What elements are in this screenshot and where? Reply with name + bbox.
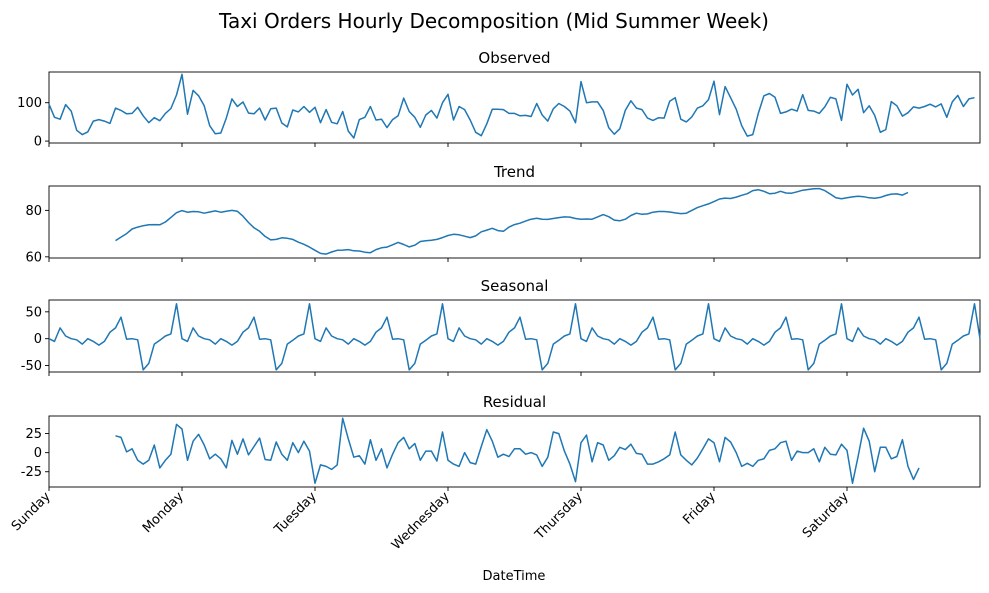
y-tick-label-residual: 0 xyxy=(34,446,42,461)
panel-title-residual: Residual xyxy=(483,393,546,411)
series-line-trend xyxy=(115,187,909,255)
figure-title: Taxi Orders Hourly Decomposition (Mid Su… xyxy=(218,9,769,33)
panel-trend: Trend 60 80 xyxy=(25,163,981,265)
panel-title-trend: Trend xyxy=(493,163,535,181)
panel-frame-observed xyxy=(48,71,981,144)
series-line-observed xyxy=(48,73,975,139)
x-tick-label: Thursday xyxy=(532,489,586,543)
x-tick-label: Wednesday xyxy=(389,489,453,553)
y-tick-label-seasonal: 50 xyxy=(25,305,42,320)
y-tick-label-trend: 80 xyxy=(25,204,42,219)
series-line-seasonal xyxy=(48,303,981,371)
x-axis: Sunday Monday Tuesday Wednesday Thursday Frid… xyxy=(9,489,852,553)
x-tick-label: Saturday xyxy=(800,489,852,541)
panel-frame-trend xyxy=(48,185,981,259)
x-tick-label: Friday xyxy=(680,489,719,528)
series-line-residual xyxy=(115,417,920,484)
x-tick-label: Monday xyxy=(140,489,187,536)
y-tick-label-residual: -25 xyxy=(21,465,42,480)
panels-group: Observed 0 100 Trend 60 80 Seasonal -50 0 50 Resid… xyxy=(17,49,981,491)
y-tick-label-trend: 60 xyxy=(25,250,42,265)
y-tick-label-seasonal: 0 xyxy=(34,332,42,347)
x-tick-label: Tuesday xyxy=(271,489,320,538)
x-axis-label: DateTime xyxy=(483,569,546,584)
y-tick-label-observed: 100 xyxy=(17,96,42,111)
panel-title-observed: Observed xyxy=(478,49,550,67)
y-tick-label-residual: 25 xyxy=(25,427,42,442)
panel-residual: Residual -25 0 25 xyxy=(21,393,981,491)
x-tick-label: Sunday xyxy=(9,489,54,534)
panel-title-seasonal: Seasonal xyxy=(481,277,549,295)
panel-frame-residual xyxy=(48,415,981,488)
panel-seasonal: Seasonal -50 0 50 xyxy=(21,277,981,376)
y-tick-label-seasonal: -50 xyxy=(21,359,42,374)
y-tick-label-observed: 0 xyxy=(34,135,42,150)
panel-observed: Observed 0 100 xyxy=(17,49,981,150)
